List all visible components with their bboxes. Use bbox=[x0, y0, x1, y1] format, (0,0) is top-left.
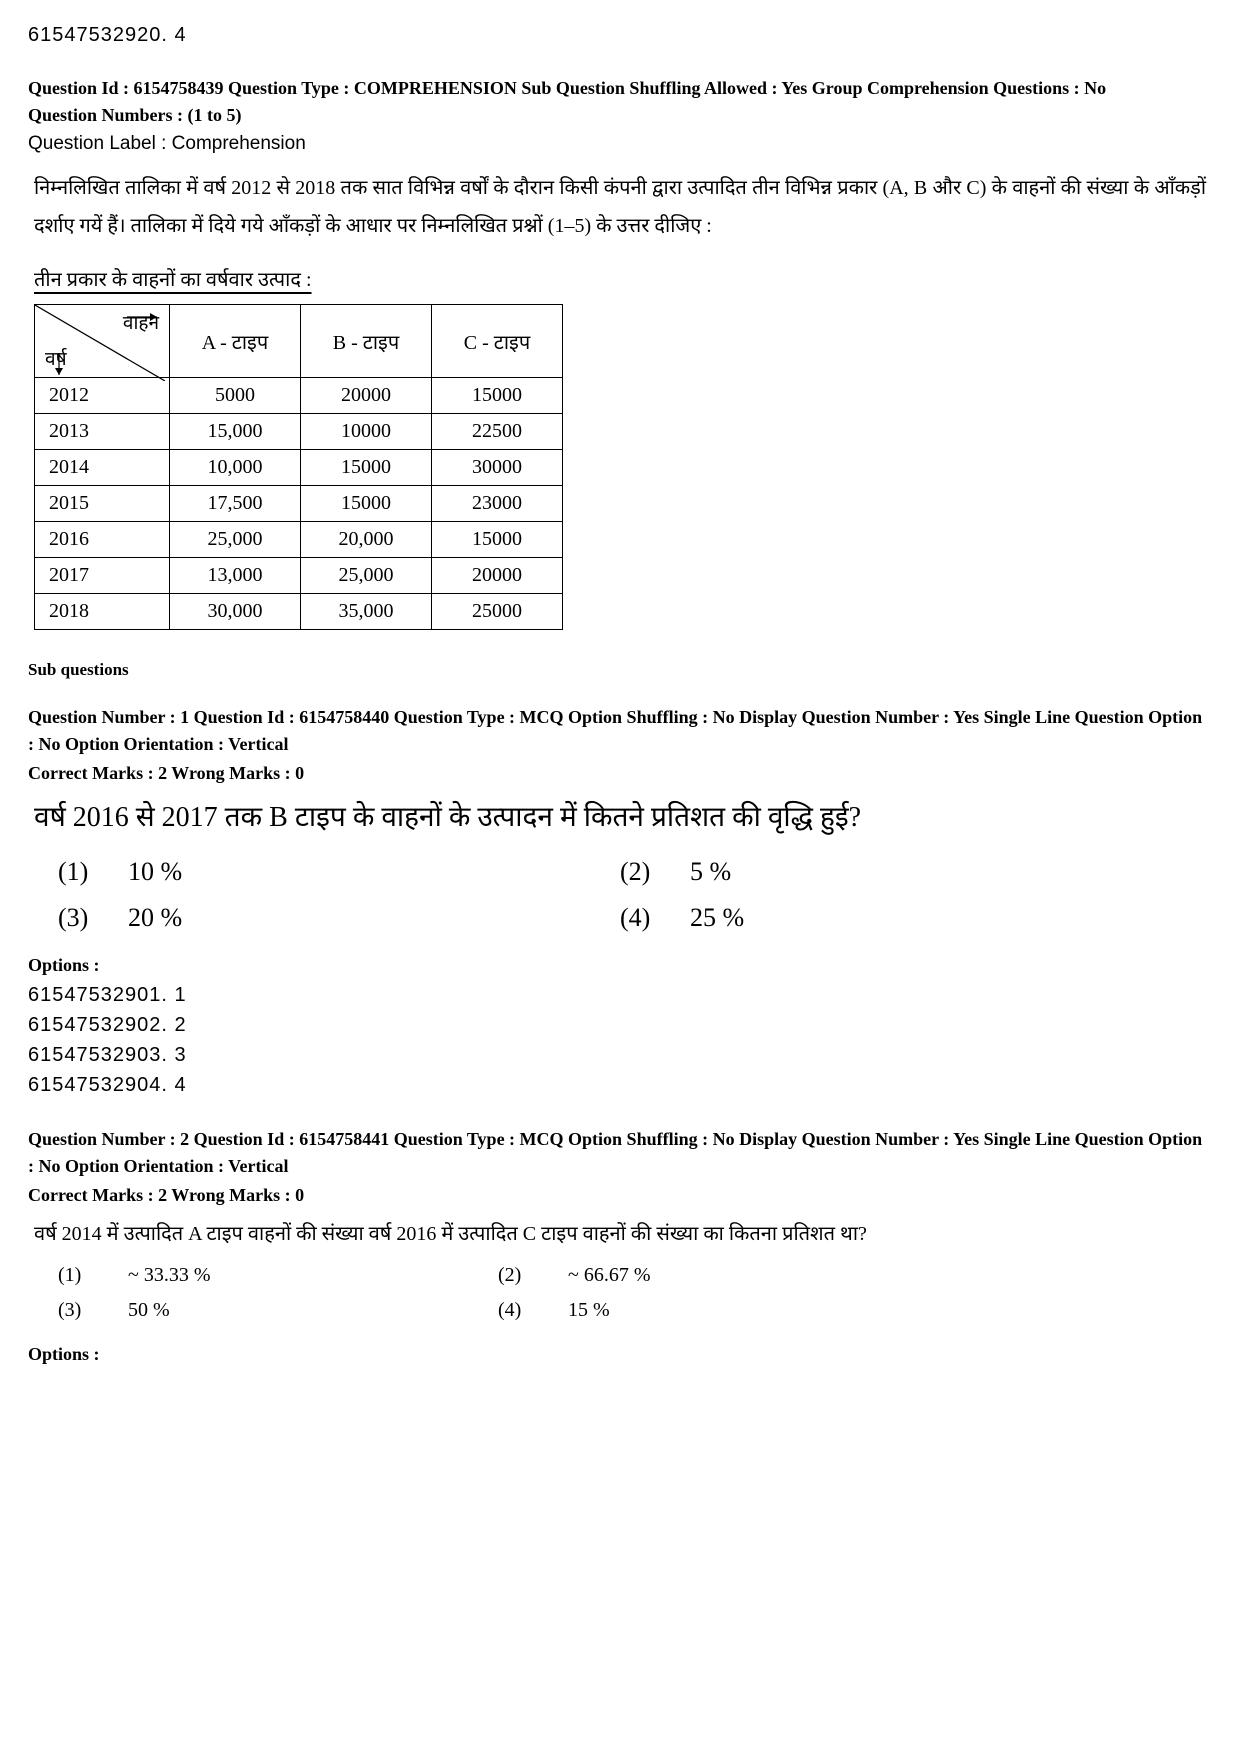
opt-num: (3) bbox=[58, 903, 128, 933]
q1-option-id: 61547532904. 4 bbox=[28, 1070, 1212, 1100]
opt-num: (4) bbox=[498, 1299, 568, 1322]
q1-option-id: 61547532901. 1 bbox=[28, 980, 1212, 1010]
data-cell: 25,000 bbox=[170, 522, 301, 558]
diag-header-top: वाहन bbox=[123, 309, 159, 335]
year-cell: 2012 bbox=[35, 378, 170, 414]
q1-option[interactable]: (4)25 % bbox=[620, 903, 1182, 933]
year-cell: 2016 bbox=[35, 522, 170, 558]
table-row: 201517,5001500023000 bbox=[35, 486, 563, 522]
data-cell: 13,000 bbox=[170, 558, 301, 594]
sub-questions-header: Sub questions bbox=[28, 660, 1212, 680]
year-cell: 2014 bbox=[35, 450, 170, 486]
data-cell: 20000 bbox=[301, 378, 432, 414]
q1-meta-line2: Correct Marks : 2 Wrong Marks : 0 bbox=[28, 760, 1212, 787]
passage-text: निम्नलिखित तालिका में वर्ष 2012 से 2018 … bbox=[34, 169, 1206, 245]
opt-num: (2) bbox=[620, 857, 690, 887]
data-cell: 5000 bbox=[170, 378, 301, 414]
table-row: 201830,00035,00025000 bbox=[35, 594, 563, 630]
q2-option[interactable]: (1)~ 33.33 % bbox=[58, 1264, 498, 1287]
q1-options-grid: (1)10 % (2)5 % (3)20 % (4)25 % bbox=[58, 857, 1182, 933]
data-cell: 10000 bbox=[301, 414, 432, 450]
q1-option[interactable]: (2)5 % bbox=[620, 857, 1182, 887]
q2-text: वर्ष 2014 में उत्पादित A टाइप वाहनों की … bbox=[34, 1219, 1206, 1246]
q1-option[interactable]: (1)10 % bbox=[58, 857, 620, 887]
data-cell: 23000 bbox=[432, 486, 563, 522]
table-row: 201713,00025,00020000 bbox=[35, 558, 563, 594]
opt-val: 25 % bbox=[690, 903, 744, 933]
col-header: A - टाइप bbox=[170, 305, 301, 378]
data-cell: 35,000 bbox=[301, 594, 432, 630]
q1-option-id: 61547532903. 3 bbox=[28, 1040, 1212, 1070]
production-table: वाहन वर्ष A - टाइप B - टाइप C - टाइप 201… bbox=[34, 304, 563, 630]
q1-option-id: 61547532902. 2 bbox=[28, 1010, 1212, 1040]
table-title: तीन प्रकार के वाहनों का वर्षवार उत्पाद : bbox=[34, 265, 1206, 292]
data-cell: 30,000 bbox=[170, 594, 301, 630]
opt-val: 15 % bbox=[568, 1299, 610, 1322]
opt-num: (1) bbox=[58, 1264, 128, 1287]
year-cell: 2013 bbox=[35, 414, 170, 450]
data-cell: 25,000 bbox=[301, 558, 432, 594]
opt-val: 5 % bbox=[690, 857, 731, 887]
opt-num: (3) bbox=[58, 1299, 128, 1322]
question-2: Question Number : 2 Question Id : 615475… bbox=[28, 1126, 1212, 1365]
data-cell: 20000 bbox=[432, 558, 563, 594]
q2-option[interactable]: (2)~ 66.67 % bbox=[498, 1264, 1182, 1287]
data-cell: 15000 bbox=[432, 522, 563, 558]
page-top-id: 61547532920. 4 bbox=[28, 24, 1212, 47]
table-diag-header: वाहन वर्ष bbox=[35, 305, 170, 378]
data-cell: 17,500 bbox=[170, 486, 301, 522]
table-row: 201410,0001500030000 bbox=[35, 450, 563, 486]
diag-header-bot: वर्ष bbox=[45, 345, 67, 371]
data-cell: 30000 bbox=[432, 450, 563, 486]
data-cell: 22500 bbox=[432, 414, 563, 450]
data-cell: 20,000 bbox=[301, 522, 432, 558]
table-row: 201250002000015000 bbox=[35, 378, 563, 414]
q1-options-label: Options : bbox=[28, 955, 1212, 976]
opt-val: 10 % bbox=[128, 857, 182, 887]
comprehension-meta: Question Id : 6154758439 Question Type :… bbox=[28, 75, 1212, 102]
question-numbers: Question Numbers : (1 to 5) bbox=[28, 102, 1212, 129]
data-cell: 15000 bbox=[301, 486, 432, 522]
opt-val: ~ 66.67 % bbox=[568, 1264, 650, 1287]
table-row: 201315,0001000022500 bbox=[35, 414, 563, 450]
data-cell: 15000 bbox=[301, 450, 432, 486]
q1-text: वर्ष 2016 से 2017 तक B टाइप के वाहनों के… bbox=[34, 797, 1206, 835]
opt-num: (4) bbox=[620, 903, 690, 933]
q2-options-label: Options : bbox=[28, 1344, 1212, 1365]
q2-options-grid: (1)~ 33.33 % (2)~ 66.67 % (3)50 % (4)15 … bbox=[58, 1264, 1182, 1322]
opt-num: (2) bbox=[498, 1264, 568, 1287]
year-cell: 2017 bbox=[35, 558, 170, 594]
q2-meta-line1: Question Number : 2 Question Id : 615475… bbox=[28, 1126, 1212, 1180]
year-cell: 2015 bbox=[35, 486, 170, 522]
table-header-row: वाहन वर्ष A - टाइप B - टाइप C - टाइप bbox=[35, 305, 563, 378]
data-cell: 15,000 bbox=[170, 414, 301, 450]
opt-val: 50 % bbox=[128, 1299, 170, 1322]
data-cell: 10,000 bbox=[170, 450, 301, 486]
col-header: B - टाइप bbox=[301, 305, 432, 378]
opt-val: 20 % bbox=[128, 903, 182, 933]
data-cell: 25000 bbox=[432, 594, 563, 630]
q2-option[interactable]: (4)15 % bbox=[498, 1299, 1182, 1322]
q1-meta-line1: Question Number : 1 Question Id : 615475… bbox=[28, 704, 1212, 758]
opt-val: ~ 33.33 % bbox=[128, 1264, 210, 1287]
year-cell: 2018 bbox=[35, 594, 170, 630]
question-label: Question Label : Comprehension bbox=[28, 133, 1212, 155]
data-cell: 15000 bbox=[432, 378, 563, 414]
q2-option[interactable]: (3)50 % bbox=[58, 1299, 498, 1322]
q1-option[interactable]: (3)20 % bbox=[58, 903, 620, 933]
table-row: 201625,00020,00015000 bbox=[35, 522, 563, 558]
q2-meta-line2: Correct Marks : 2 Wrong Marks : 0 bbox=[28, 1182, 1212, 1209]
col-header: C - टाइप bbox=[432, 305, 563, 378]
opt-num: (1) bbox=[58, 857, 128, 887]
question-1: Question Number : 1 Question Id : 615475… bbox=[28, 704, 1212, 1100]
